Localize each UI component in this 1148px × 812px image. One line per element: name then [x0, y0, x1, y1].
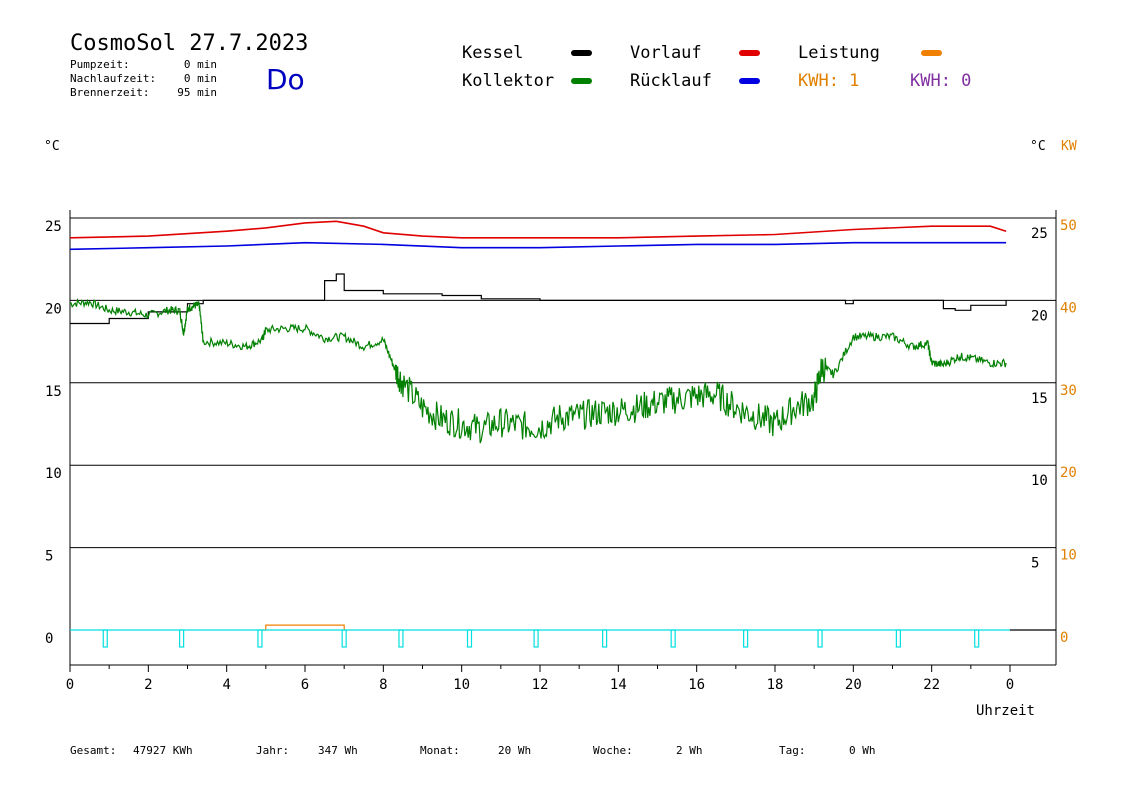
y-tick-right-20: 20	[1031, 308, 1048, 324]
series-line-leistung	[261, 624, 345, 631]
pump-pulse-7	[602, 629, 608, 648]
footer-value-monat: 20 Wh	[498, 744, 531, 757]
stat-label-nachlaufzeit: Nachlaufzeit:	[70, 72, 156, 85]
y-tick-left-0: 0	[45, 631, 53, 647]
x-tick-label-2: 4	[222, 677, 230, 693]
y-tick-left-25: 25	[45, 219, 62, 235]
pump-pulse-0	[102, 629, 108, 648]
chart-title: CosmoSol 27.7.2023	[70, 31, 308, 56]
y2-tick-0: 0	[1060, 630, 1068, 646]
x-tick-label-3: 6	[301, 677, 309, 693]
x-tick-label-0: 0	[66, 677, 74, 693]
y-tick-left-15: 15	[45, 384, 62, 400]
pump-pulses	[70, 629, 1056, 648]
legend-swatch-vorlauf	[739, 50, 760, 56]
kwh-label-2: KWH: 0	[910, 71, 971, 91]
pump-pulse-10	[817, 629, 823, 648]
series-layer	[69, 220, 1007, 631]
kwh-label-1: KWH: 1	[798, 71, 859, 91]
y-tick-right-15: 15	[1031, 391, 1048, 407]
y-ticks: 0 5 10 15 20 25 5 10 15 20 25 0 10 20 30 40 50	[45, 218, 1077, 647]
legend-label-kollektor: Kollektor	[462, 71, 554, 91]
left-unit-label: °C	[44, 139, 60, 154]
y2-tick-10: 10	[1060, 548, 1077, 564]
x-tick-label-1: 2	[144, 677, 152, 693]
legend-swatch-leistung	[921, 50, 942, 56]
x-tick-label-7: 14	[610, 677, 627, 693]
y2-tick-50: 50	[1060, 218, 1077, 234]
y2-tick-40: 40	[1060, 300, 1077, 316]
x-tick-label-9: 18	[767, 677, 784, 693]
stat-value-nachlaufzeit: 0 min	[184, 72, 217, 85]
series-line-kessel	[70, 273, 1007, 325]
right-unit-label: °C	[1030, 139, 1046, 154]
x-tick-label-11: 22	[923, 677, 940, 693]
footer: Gesamt: 47927 KWh Jahr: 347 Wh Monat: 20…	[70, 744, 876, 757]
x-ticks: 0 2 4 6 8 10 12 14 16 18 20 22 0	[66, 665, 1014, 693]
y-tick-right-10: 10	[1031, 473, 1048, 489]
legend-label-ruecklauf: Rücklauf	[630, 71, 712, 91]
stat-label-brennerzeit: Brennerzeit:	[70, 86, 149, 99]
stat-label-pumpzeit: Pumpzeit:	[70, 58, 130, 71]
x-tick-label-8: 16	[688, 677, 705, 693]
footer-value-woche: 2 Wh	[676, 744, 703, 757]
x-tick-label-10: 20	[845, 677, 862, 693]
series-line-ruecklauf	[69, 241, 1007, 251]
stat-value-pumpzeit: 0 min	[184, 58, 217, 71]
footer-label-jahr: Jahr:	[256, 744, 289, 757]
legend-label-kessel: Kessel	[462, 43, 523, 63]
y-tick-right-5: 5	[1031, 556, 1039, 572]
x-tick-label-5: 10	[453, 677, 470, 693]
header-stats: Pumpzeit: 0 min Nachlaufzeit: 0 min Bren…	[70, 58, 217, 99]
series-line-kollektor	[69, 297, 1007, 444]
pump-pulse-12	[974, 629, 980, 648]
footer-label-monat: Monat:	[420, 744, 460, 757]
legend-swatch-kessel	[571, 50, 592, 56]
pump-pulse-4	[398, 629, 404, 648]
pump-pulse-8	[670, 629, 676, 648]
stat-value-brennerzeit: 95 min	[177, 86, 217, 99]
pump-pulse-1	[179, 629, 185, 648]
y-tick-left-5: 5	[45, 549, 53, 565]
x-axis-label: Uhrzeit	[976, 703, 1035, 719]
legend-label-vorlauf: Vorlauf	[630, 43, 702, 63]
x-tick-label-12: 0	[1006, 677, 1014, 693]
pump-pulse-5	[466, 629, 473, 648]
footer-value-jahr: 347 Wh	[318, 744, 358, 757]
footer-label-tag: Tag:	[779, 744, 806, 757]
pump-pulse-11	[895, 629, 901, 648]
x-tick-label-4: 8	[379, 677, 387, 693]
right-unit-kw-label: KW	[1061, 139, 1077, 154]
legend: Kessel Vorlauf Leistung Kollektor Rückla…	[462, 43, 971, 91]
footer-label-woche: Woche:	[593, 744, 633, 757]
pump-pulse-2	[257, 629, 263, 648]
gridlines	[70, 217, 1056, 549]
y-tick-left-20: 20	[45, 301, 62, 317]
x-tick-label-6: 12	[532, 677, 549, 693]
legend-swatch-kollektor	[571, 78, 592, 84]
y-tick-right-25: 25	[1031, 226, 1048, 242]
footer-label-gesamt: Gesamt:	[70, 744, 116, 757]
y2-tick-30: 30	[1060, 383, 1077, 399]
legend-label-leistung: Leistung	[798, 43, 880, 63]
y2-tick-20: 20	[1060, 465, 1077, 481]
y-tick-left-10: 10	[45, 466, 62, 482]
pump-pulse-3	[341, 629, 347, 648]
footer-value-tag: 0 Wh	[849, 744, 876, 757]
footer-value-gesamt: 47927 KWh	[133, 744, 193, 757]
series-line-vorlauf	[69, 220, 1007, 239]
pump-pulse-6	[533, 629, 539, 648]
weekday-label: Do	[266, 63, 305, 96]
legend-swatch-ruecklauf	[739, 78, 760, 84]
pump-pulse-9	[743, 629, 749, 648]
